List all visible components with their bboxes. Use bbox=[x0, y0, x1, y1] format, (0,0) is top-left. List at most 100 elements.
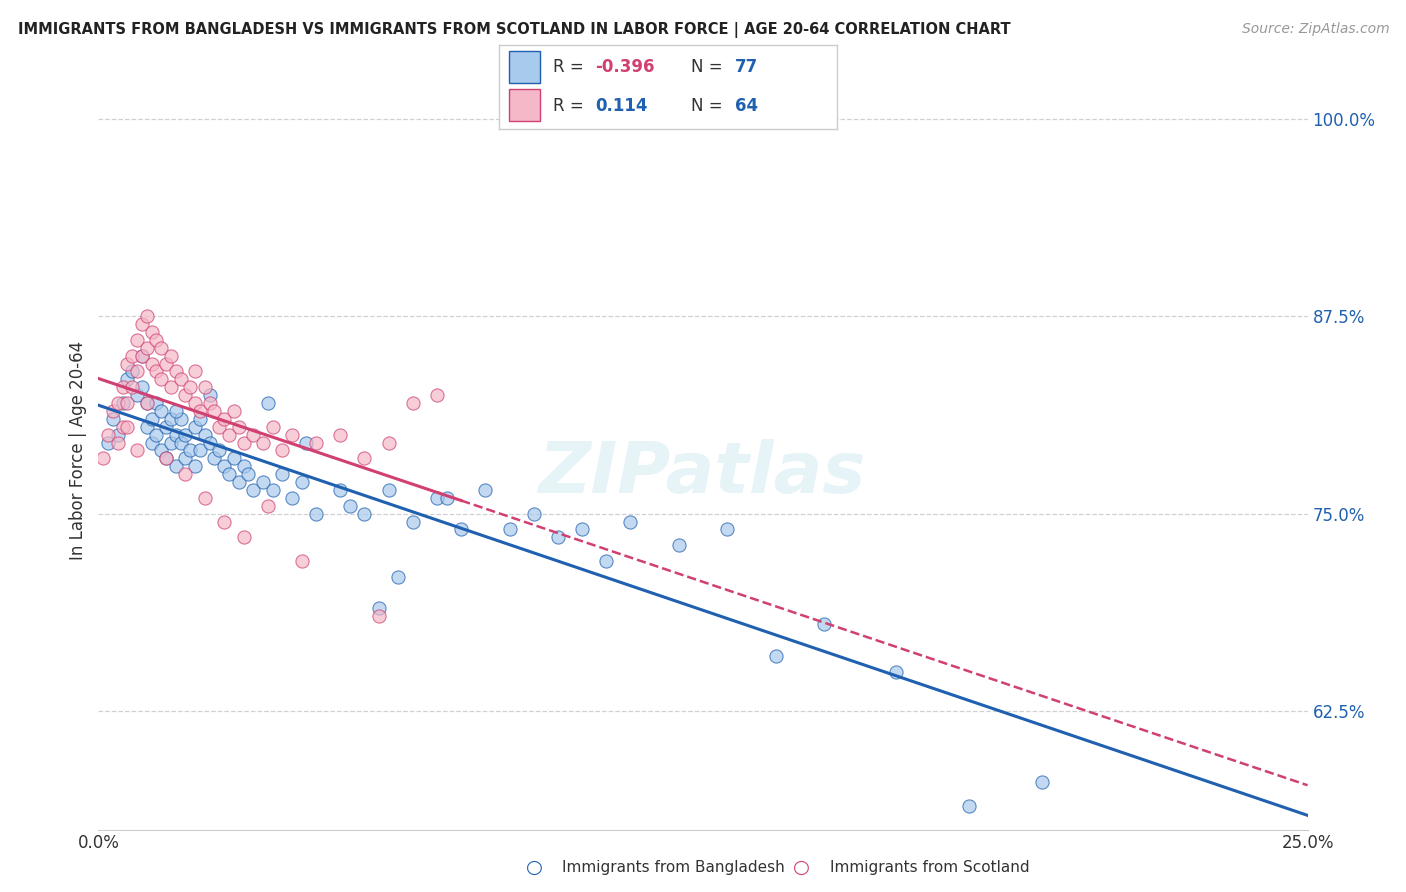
Text: -0.396: -0.396 bbox=[595, 59, 655, 77]
Point bbox=[145, 427, 167, 442]
Point bbox=[204, 451, 226, 466]
Point bbox=[107, 427, 129, 442]
Point bbox=[474, 483, 496, 497]
Point bbox=[131, 380, 153, 394]
Point bbox=[198, 388, 221, 402]
Y-axis label: In Labor Force | Age 20-64: In Labor Force | Age 20-64 bbox=[69, 341, 87, 560]
Point bbox=[184, 419, 207, 434]
Point bbox=[290, 475, 312, 489]
Point bbox=[426, 491, 449, 505]
Point bbox=[131, 349, 153, 363]
Point bbox=[305, 435, 328, 450]
Point bbox=[305, 507, 328, 521]
Point bbox=[188, 412, 211, 426]
Point bbox=[212, 412, 235, 426]
Point bbox=[368, 601, 391, 615]
Point bbox=[141, 325, 163, 339]
Point bbox=[150, 372, 173, 386]
Point bbox=[498, 523, 520, 537]
Point bbox=[121, 380, 143, 394]
Point bbox=[295, 435, 318, 450]
Point bbox=[135, 396, 157, 410]
Point bbox=[208, 419, 231, 434]
Point bbox=[127, 388, 149, 402]
Point bbox=[121, 364, 143, 378]
Point bbox=[169, 435, 191, 450]
Point bbox=[813, 617, 835, 632]
Point bbox=[160, 412, 183, 426]
Text: Immigrants from Bangladesh: Immigrants from Bangladesh bbox=[562, 860, 785, 874]
Point bbox=[198, 396, 221, 410]
Point bbox=[387, 570, 409, 584]
Point bbox=[107, 435, 129, 450]
Point bbox=[160, 380, 183, 394]
Point bbox=[329, 427, 352, 442]
Point bbox=[169, 372, 191, 386]
Point bbox=[188, 404, 211, 418]
Point bbox=[127, 443, 149, 458]
Point bbox=[228, 419, 250, 434]
Point bbox=[232, 530, 254, 544]
Point bbox=[329, 483, 352, 497]
Point bbox=[262, 419, 284, 434]
Point bbox=[174, 467, 197, 482]
Point bbox=[145, 364, 167, 378]
Point bbox=[165, 404, 187, 418]
Point bbox=[242, 427, 264, 442]
Point bbox=[271, 467, 294, 482]
Point bbox=[523, 507, 546, 521]
Point bbox=[212, 515, 235, 529]
Point bbox=[155, 451, 177, 466]
Point bbox=[141, 357, 163, 371]
Text: IMMIGRANTS FROM BANGLADESH VS IMMIGRANTS FROM SCOTLAND IN LABOR FORCE | AGE 20-6: IMMIGRANTS FROM BANGLADESH VS IMMIGRANTS… bbox=[18, 22, 1011, 38]
Point bbox=[194, 380, 217, 394]
Point bbox=[174, 451, 197, 466]
Point bbox=[97, 427, 120, 442]
Point bbox=[135, 341, 157, 355]
Point bbox=[131, 317, 153, 331]
Point bbox=[188, 443, 211, 458]
Point bbox=[107, 396, 129, 410]
Point bbox=[339, 499, 361, 513]
Point bbox=[218, 427, 240, 442]
Point bbox=[238, 467, 260, 482]
Point bbox=[242, 483, 264, 497]
Point bbox=[184, 459, 207, 474]
Point bbox=[716, 523, 738, 537]
Point bbox=[127, 333, 149, 347]
Text: N =: N = bbox=[692, 96, 728, 114]
Point bbox=[135, 419, 157, 434]
Point bbox=[155, 419, 177, 434]
Point bbox=[174, 388, 197, 402]
Point bbox=[97, 435, 120, 450]
Point bbox=[117, 357, 139, 371]
Point bbox=[101, 404, 124, 418]
Point bbox=[145, 333, 167, 347]
Text: R =: R = bbox=[553, 59, 589, 77]
Point bbox=[121, 349, 143, 363]
Point bbox=[450, 523, 472, 537]
Text: ZIPatlas: ZIPatlas bbox=[540, 439, 866, 508]
Point bbox=[184, 364, 207, 378]
Point bbox=[668, 538, 690, 552]
Point bbox=[256, 499, 278, 513]
Point bbox=[145, 396, 167, 410]
Point bbox=[174, 427, 197, 442]
Text: ○: ○ bbox=[526, 857, 543, 877]
Point bbox=[184, 396, 207, 410]
Point bbox=[262, 483, 284, 497]
Point bbox=[117, 396, 139, 410]
Point bbox=[131, 349, 153, 363]
Point bbox=[194, 491, 217, 505]
Point bbox=[232, 459, 254, 474]
Point bbox=[194, 427, 217, 442]
Point bbox=[222, 451, 245, 466]
Point bbox=[281, 427, 304, 442]
Text: R =: R = bbox=[553, 96, 595, 114]
Point bbox=[353, 451, 375, 466]
Point bbox=[135, 309, 157, 323]
Point bbox=[150, 341, 173, 355]
Text: ○: ○ bbox=[793, 857, 810, 877]
Point bbox=[212, 459, 235, 474]
Text: Immigrants from Scotland: Immigrants from Scotland bbox=[830, 860, 1029, 874]
